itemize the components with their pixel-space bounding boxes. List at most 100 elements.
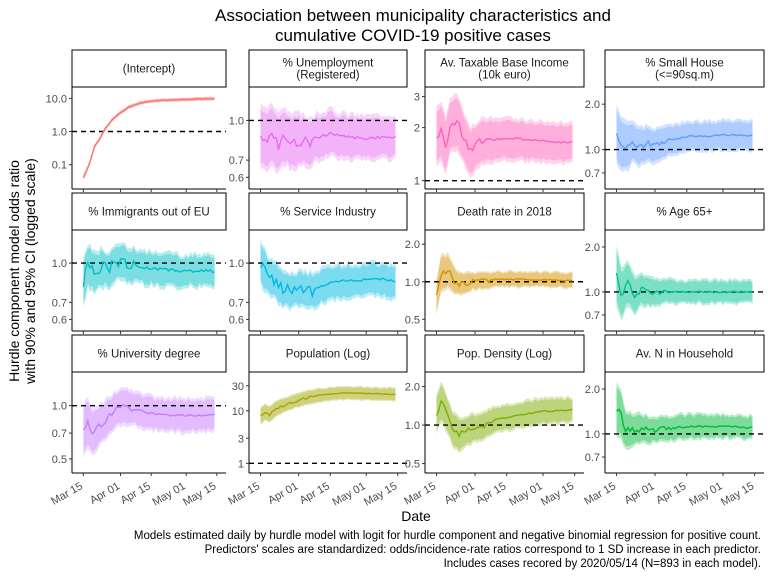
y-tick-label: 2: [414, 123, 420, 135]
facet-strip: [604, 334, 765, 373]
y-tick-label: 1.0: [405, 420, 420, 432]
x-tick-label: Apr 15: [119, 480, 153, 507]
facet-strip-label: Death rate in 2018: [457, 207, 552, 219]
ci-90-band: [616, 250, 753, 316]
facet-strip: [248, 49, 408, 88]
facet-strip: [424, 192, 585, 231]
x-tick-label: Apr 01: [622, 480, 656, 507]
y-tick-label: 0.7: [229, 155, 244, 167]
ci-90-band: [260, 387, 396, 424]
estimate-line: [615, 272, 753, 299]
y-tick-label: 1: [238, 458, 244, 470]
facet-strip-label: Av. Taxable Base Income: [440, 58, 569, 70]
facet-strip: [424, 334, 585, 373]
x-tick-label: Mar 15: [402, 480, 438, 508]
facet-strip-label: % Age 65+: [657, 207, 713, 219]
ci-90-band: [436, 98, 573, 173]
y-tick-label: 2.0: [585, 99, 600, 111]
x-tick-label: Apr 15: [298, 480, 332, 507]
facet-panel: Death rate in 2018 0.5 1.0 2.0: [405, 192, 585, 334]
facet-strip-label: (<=90sq.m): [655, 70, 714, 82]
facet-strip-label: % Small House: [645, 58, 724, 70]
ci-90-band: [260, 244, 396, 308]
y-tick-label: 0.7: [585, 168, 600, 180]
caption-line1: Models estimated daily by hurdle model w…: [134, 530, 761, 542]
ci-95-band: [83, 96, 215, 181]
facet-panel: % Service Industry 0.6 0.7 1.0: [229, 192, 408, 334]
facet-strip-label: Pop. Density (Log): [457, 349, 552, 361]
y-tick-label: 1.0: [405, 277, 420, 289]
y-tick-label: 1.0: [52, 127, 67, 139]
ci-90-band: [436, 384, 573, 451]
x-tick-label: Apr 15: [474, 480, 508, 507]
y-tick-label: 2.0: [405, 239, 420, 251]
ci-95-band: [83, 386, 215, 458]
facet-strip-label: % University degree: [98, 349, 201, 361]
y-tick-label: 2.0: [405, 382, 420, 394]
facet-panel: % Small House(<=90sq.m) 0.7 1.0 2.0: [585, 49, 765, 192]
estimate-line: [616, 408, 753, 434]
y-tick-label: 1.0: [229, 258, 244, 270]
estimate-line: [435, 399, 573, 439]
facet-strip: [248, 192, 408, 231]
facet-strip-label: (Registered): [296, 70, 359, 82]
x-tick-label: Apr 15: [654, 480, 688, 507]
facet-panel: Pop. Density (Log) 0.5 1.0 2.0 Mar 15 Apr 01A…: [402, 334, 585, 509]
ci-95-band: [616, 245, 753, 320]
y-tick-label: 0.6: [52, 314, 67, 326]
facet-panel: Av. N in Household 0.7 1.0 2.0 Mar 15 Apr 01A…: [582, 334, 765, 509]
x-tick-label: May 01: [507, 480, 544, 508]
y-tick-label: 2.0: [585, 242, 600, 254]
ci-95-band: [436, 93, 573, 178]
y-tick-label: 1: [414, 176, 420, 188]
estimate-line: [82, 97, 215, 178]
y-tick-label: 1.0: [585, 145, 600, 157]
y-tick-label: 0.5: [405, 314, 420, 326]
x-tick-label: May 15: [719, 480, 756, 508]
panel-grid: (Intercept) 0.1 1.0 10.0 % Unemployment(Regi…: [46, 49, 765, 509]
facet-strip: [248, 334, 408, 373]
chart-title-line2: cumulative COVID-19 positive cases: [275, 26, 551, 45]
y-tick-label: 0.6: [229, 314, 244, 326]
ci-95-band: [260, 239, 396, 312]
x-tick-label: May 01: [150, 480, 187, 508]
y-tick-label: 0.6: [229, 172, 244, 184]
x-axis-label: Date: [401, 508, 431, 524]
estimate-line: [615, 133, 753, 149]
estimate-line: [82, 257, 215, 288]
facet-strip: [71, 192, 227, 231]
facet-strip: [424, 49, 585, 88]
y-tick-label: 0.7: [585, 452, 600, 464]
facet-strip: [604, 192, 765, 231]
facet-panel: % Unemployment(Registered) 0.6 0.7 1.0: [229, 49, 408, 192]
x-tick-label: Mar 15: [582, 480, 618, 508]
y-axis-label-line1: Hurdle component model odds ratio: [6, 160, 22, 382]
y-tick-label: 1.0: [52, 258, 67, 270]
y-tick-label: 0.7: [229, 297, 244, 309]
ci-95-band: [260, 385, 396, 425]
y-tick-label: 0.5: [405, 459, 420, 471]
facet-strip-label: Population (Log): [286, 349, 371, 361]
ci-90-band: [83, 245, 215, 303]
estimate-line: [259, 131, 396, 150]
x-tick-label: Mar 15: [49, 480, 85, 508]
y-tick-label: 1.0: [229, 115, 244, 127]
x-tick-label: May 15: [539, 480, 576, 508]
ci-95-band: [83, 242, 215, 307]
y-tick-label: 1.0: [585, 287, 600, 299]
x-tick-label: May 01: [331, 480, 368, 508]
y-tick-label: 0.7: [52, 428, 67, 440]
facet-strip: [71, 49, 227, 88]
x-tick-label: Apr 01: [442, 480, 476, 507]
x-tick-label: May 01: [687, 480, 724, 508]
ci-90-band: [616, 387, 753, 447]
ci-90-band: [83, 96, 215, 180]
x-tick-label: Mar 15: [226, 480, 262, 508]
y-tick-label: 0.5: [52, 454, 67, 466]
estimate-line: [82, 404, 215, 436]
facet-strip: [604, 49, 765, 88]
facet-strip-label: % Unemployment: [283, 58, 375, 70]
